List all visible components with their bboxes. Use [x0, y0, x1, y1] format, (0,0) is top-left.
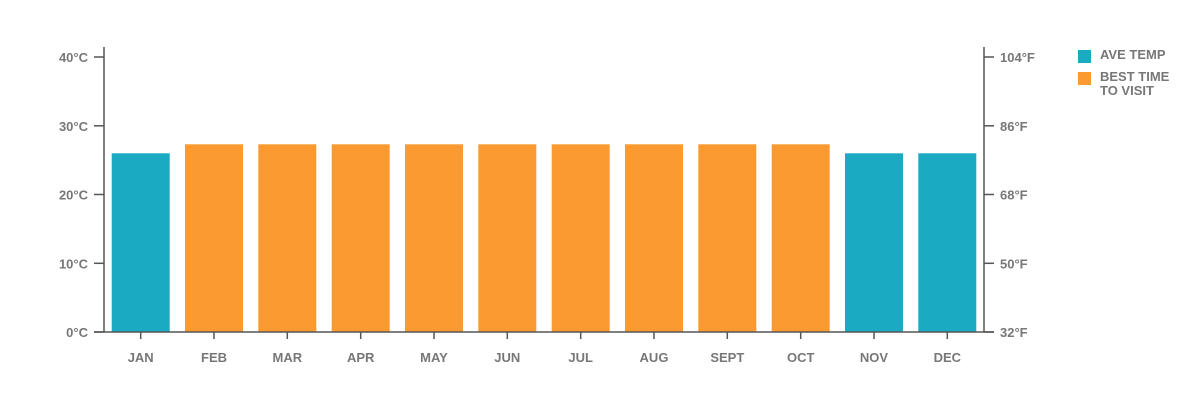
x-label-aug: AUG — [640, 350, 669, 365]
bar-dec — [918, 153, 977, 333]
y-label-left-1: 10°C — [59, 256, 89, 271]
x-label-oct: OCT — [787, 350, 815, 365]
y-label-left-4: 40°C — [59, 50, 89, 65]
bar-feb — [185, 144, 243, 332]
bar-sept — [698, 144, 757, 332]
bar-jan — [111, 153, 170, 333]
x-label-sept: SEPT — [710, 350, 744, 365]
bar-nov — [845, 153, 903, 333]
bar-may — [405, 144, 463, 332]
x-label-dec: DEC — [934, 350, 962, 365]
bar-jun — [478, 144, 537, 332]
bar-mar — [258, 144, 317, 332]
x-label-jun: JUN — [494, 350, 520, 365]
legend-item-best-time: BEST TIME TO VISIT — [1078, 70, 1193, 98]
bar-oct — [771, 144, 830, 332]
y-label-left-0: 0°C — [66, 325, 88, 340]
x-label-jan: JAN — [128, 350, 154, 365]
x-label-feb: FEB — [201, 350, 227, 365]
legend-item-ave-temp: AVE TEMP — [1078, 48, 1193, 63]
x-label-nov: NOV — [860, 350, 889, 365]
bar-jul — [551, 144, 610, 332]
legend-swatch-best-time — [1078, 72, 1091, 85]
x-label-mar: MAR — [272, 350, 302, 365]
y-label-left-2: 20°C — [59, 188, 89, 203]
y-label-left-3: 30°C — [59, 119, 89, 134]
y-label-right-1: 50°F — [1000, 256, 1028, 271]
legend-label-best-time: BEST TIME TO VISIT — [1100, 69, 1170, 98]
bar-aug — [625, 144, 683, 332]
bars-group — [111, 144, 977, 333]
ticks-group: 0°C 32°F 10°C 50°F 20°C 68°F 30°C 86°F 40°C 104°F — [59, 50, 1035, 340]
x-label-jul: JUL — [568, 350, 593, 365]
axes-group — [94, 47, 994, 333]
x-label-may: MAY — [420, 350, 448, 365]
category-labels-group: JAN FEB MAR APR MAY JUN JUL AUG SEPT OCT NOV DEC — [128, 350, 962, 365]
y-label-right-2: 68°F — [1000, 188, 1028, 203]
legend-label-ave-temp: AVE TEMP — [1100, 47, 1166, 62]
bar-apr — [331, 144, 390, 332]
x-label-apr: APR — [347, 350, 375, 365]
y-label-right-0: 32°F — [1000, 325, 1028, 340]
legend: AVE TEMP BEST TIME TO VISIT — [1078, 48, 1193, 105]
y-label-right-3: 86°F — [1000, 119, 1028, 134]
y-label-right-4: 104°F — [1000, 50, 1035, 65]
legend-swatch-ave-temp — [1078, 50, 1091, 63]
